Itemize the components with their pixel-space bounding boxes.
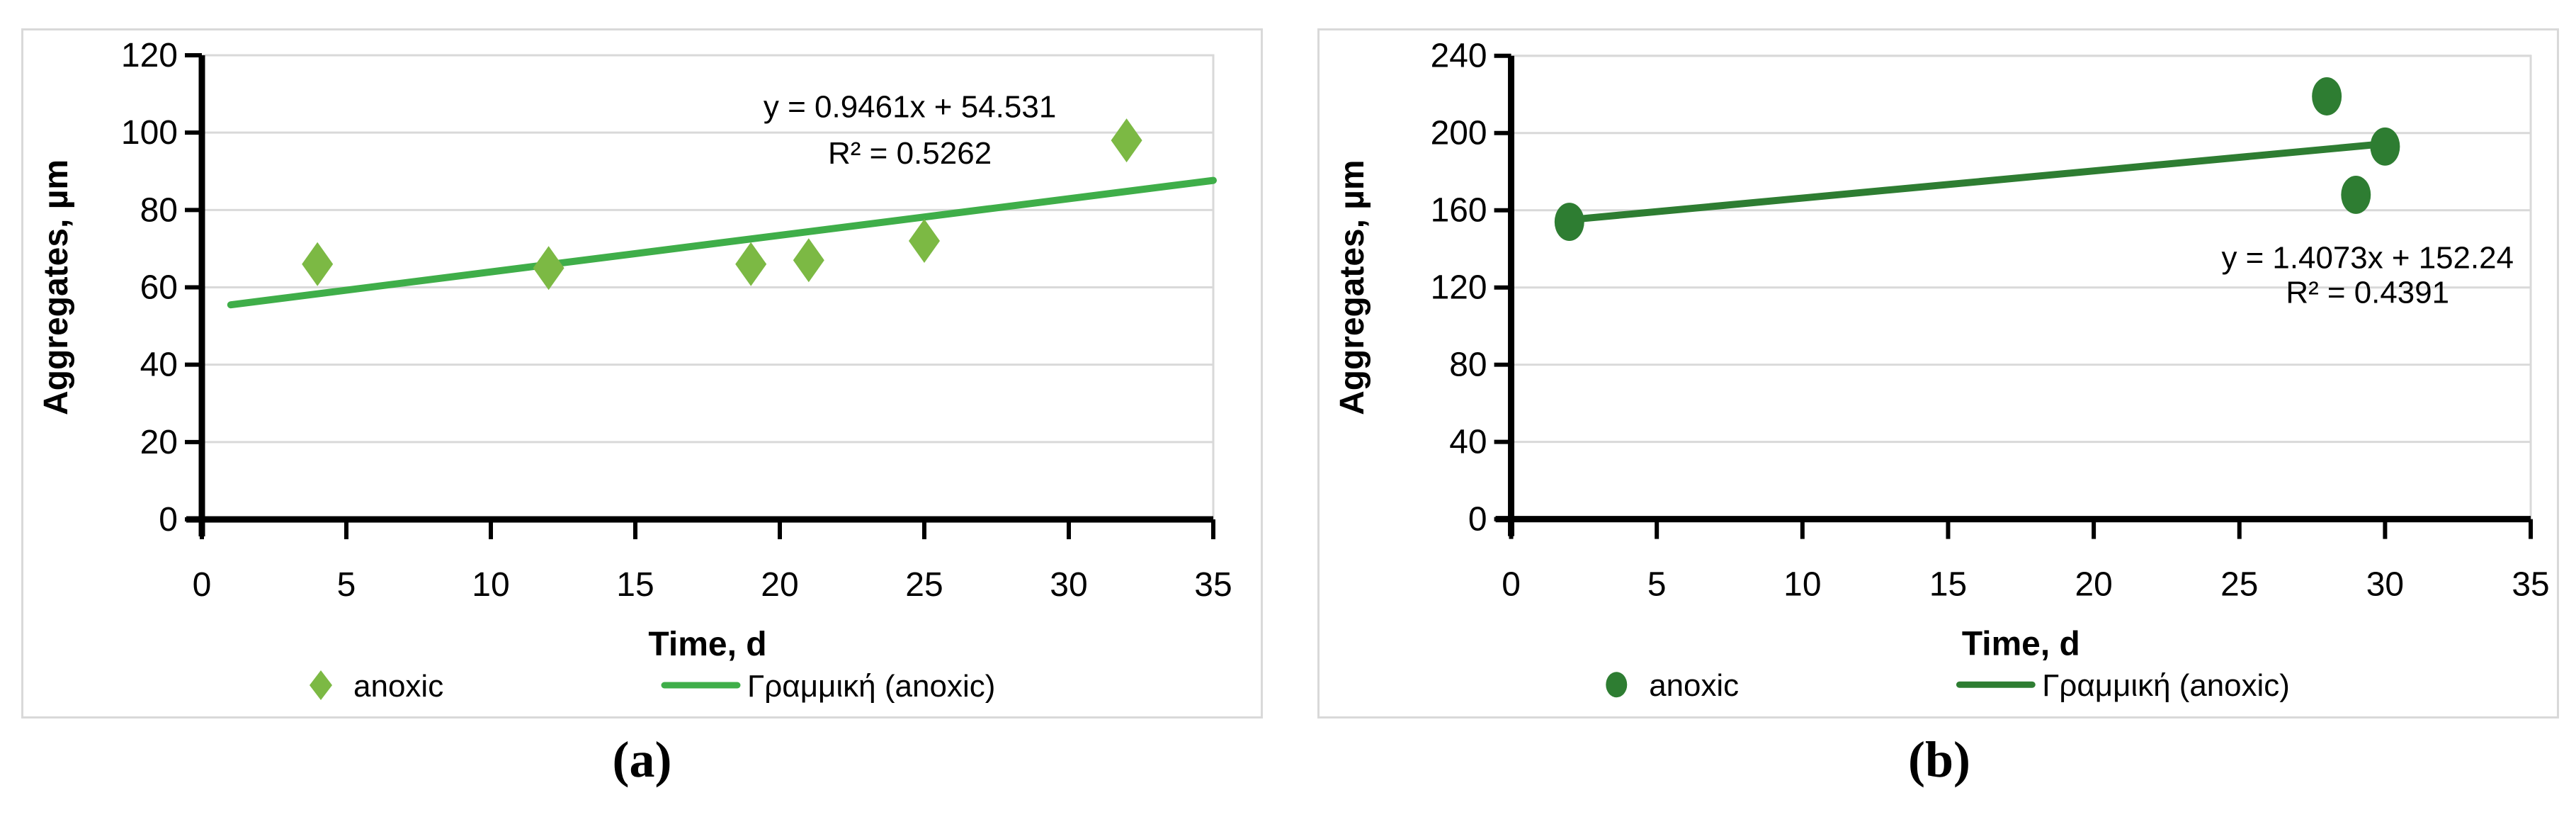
y-tick-label: 240 [1431, 38, 1487, 75]
series-anoxic [1554, 77, 2400, 242]
data-point [909, 219, 940, 263]
x-tick-label: 10 [472, 566, 509, 604]
x-axis-title: Time, d [648, 626, 766, 663]
x-tick-label: 35 [1194, 566, 1232, 604]
gridlines [202, 54, 1213, 444]
legend-label-series: anoxic [353, 669, 443, 704]
y-tick-label: 200 [1431, 115, 1487, 152]
x-tick-label: 30 [2366, 565, 2404, 603]
y-axis-title: Aggregates, µm [38, 159, 75, 415]
legend-label-trendline: Γραμμική (anoxic) [747, 669, 995, 704]
y-tick-label: 120 [1431, 269, 1487, 307]
y-tick-label: 0 [159, 501, 178, 539]
data-point [1554, 203, 1584, 242]
legend: anoxic Γραμμική (anoxic) [310, 669, 995, 704]
equation-text: y = 0.9461x + 54.531 [764, 89, 1056, 124]
y-tick-label: 120 [121, 37, 178, 74]
y-axis-title: Aggregates, µm [1334, 160, 1371, 415]
data-point [2370, 127, 2400, 166]
x-tick-label: 25 [2220, 565, 2258, 603]
x-tick-label: 0 [1502, 565, 1521, 603]
x-axis-title: Time, d [1962, 625, 2080, 663]
data-point [302, 242, 334, 286]
legend-label-series: anoxic [1649, 668, 1739, 703]
y-tick-label: 100 [121, 114, 178, 152]
data-point [533, 246, 564, 291]
legend: anoxic Γραμμική (anoxic) [1606, 668, 2290, 703]
y-tick-label: 80 [140, 191, 178, 229]
chart-panel-b: 0 5 10 15 20 25 30 35 0 40 80 120 160 200 240 Time, d Ag… [1317, 28, 2559, 719]
y-tick-label: 0 [1468, 501, 1487, 539]
y-tick-label: 40 [140, 346, 178, 384]
x-tick-label: 0 [193, 566, 212, 604]
data-point [1111, 118, 1142, 163]
x-tick-label: 15 [1929, 565, 1967, 603]
data-point [2312, 77, 2342, 115]
x-tick-label: 25 [905, 566, 943, 604]
y-tick-label: 40 [1449, 424, 1487, 461]
x-tick-label: 35 [2512, 565, 2549, 603]
trendline-equation: y = 0.9461x + 54.531 R² = 0.5262 [764, 89, 1056, 170]
axes [1494, 53, 2534, 539]
r-squared-text: R² = 0.4391 [2286, 276, 2449, 310]
y-tick-label: 60 [140, 269, 178, 307]
x-tick-label: 20 [2075, 565, 2112, 603]
y-tick-label: 160 [1431, 192, 1487, 230]
scatter-chart-b: 0 5 10 15 20 25 30 35 0 40 80 120 160 200 240 Time, d Ag… [1334, 38, 2550, 703]
caption-b: (b) [1908, 731, 1970, 788]
y-tick-label: 80 [1449, 346, 1487, 384]
y-tick-label: 20 [140, 424, 178, 461]
x-tick-label: 20 [761, 566, 798, 604]
legend-marker [1606, 672, 1628, 698]
x-tick-label: 5 [1647, 565, 1667, 603]
caption-a: (a) [612, 731, 672, 788]
x-tick-label: 15 [616, 566, 654, 604]
x-tick-label: 5 [337, 566, 356, 604]
data-point [793, 238, 824, 283]
scatter-chart-a: 0 5 10 15 20 25 30 35 0 20 40 60 80 100 120 Time, d Aggr… [38, 37, 1232, 704]
series-anoxic [302, 118, 1142, 291]
axes [185, 53, 1215, 539]
data-point [2341, 175, 2371, 214]
legend-marker [310, 670, 332, 700]
data-point [735, 242, 767, 286]
r-squared-text: R² = 0.5262 [828, 136, 992, 171]
equation-text: y = 1.4073x + 152.24 [2221, 240, 2514, 275]
trendline [1565, 140, 2389, 224]
x-tick-label: 30 [1050, 566, 1087, 604]
chart-panel-a: 0 5 10 15 20 25 30 35 0 20 40 60 80 100 120 Time, d Aggr… [21, 28, 1263, 719]
x-tick-label: 10 [1783, 565, 1821, 603]
legend-label-trendline: Γραμμική (anoxic) [2042, 668, 2290, 703]
trendline [227, 176, 1217, 309]
